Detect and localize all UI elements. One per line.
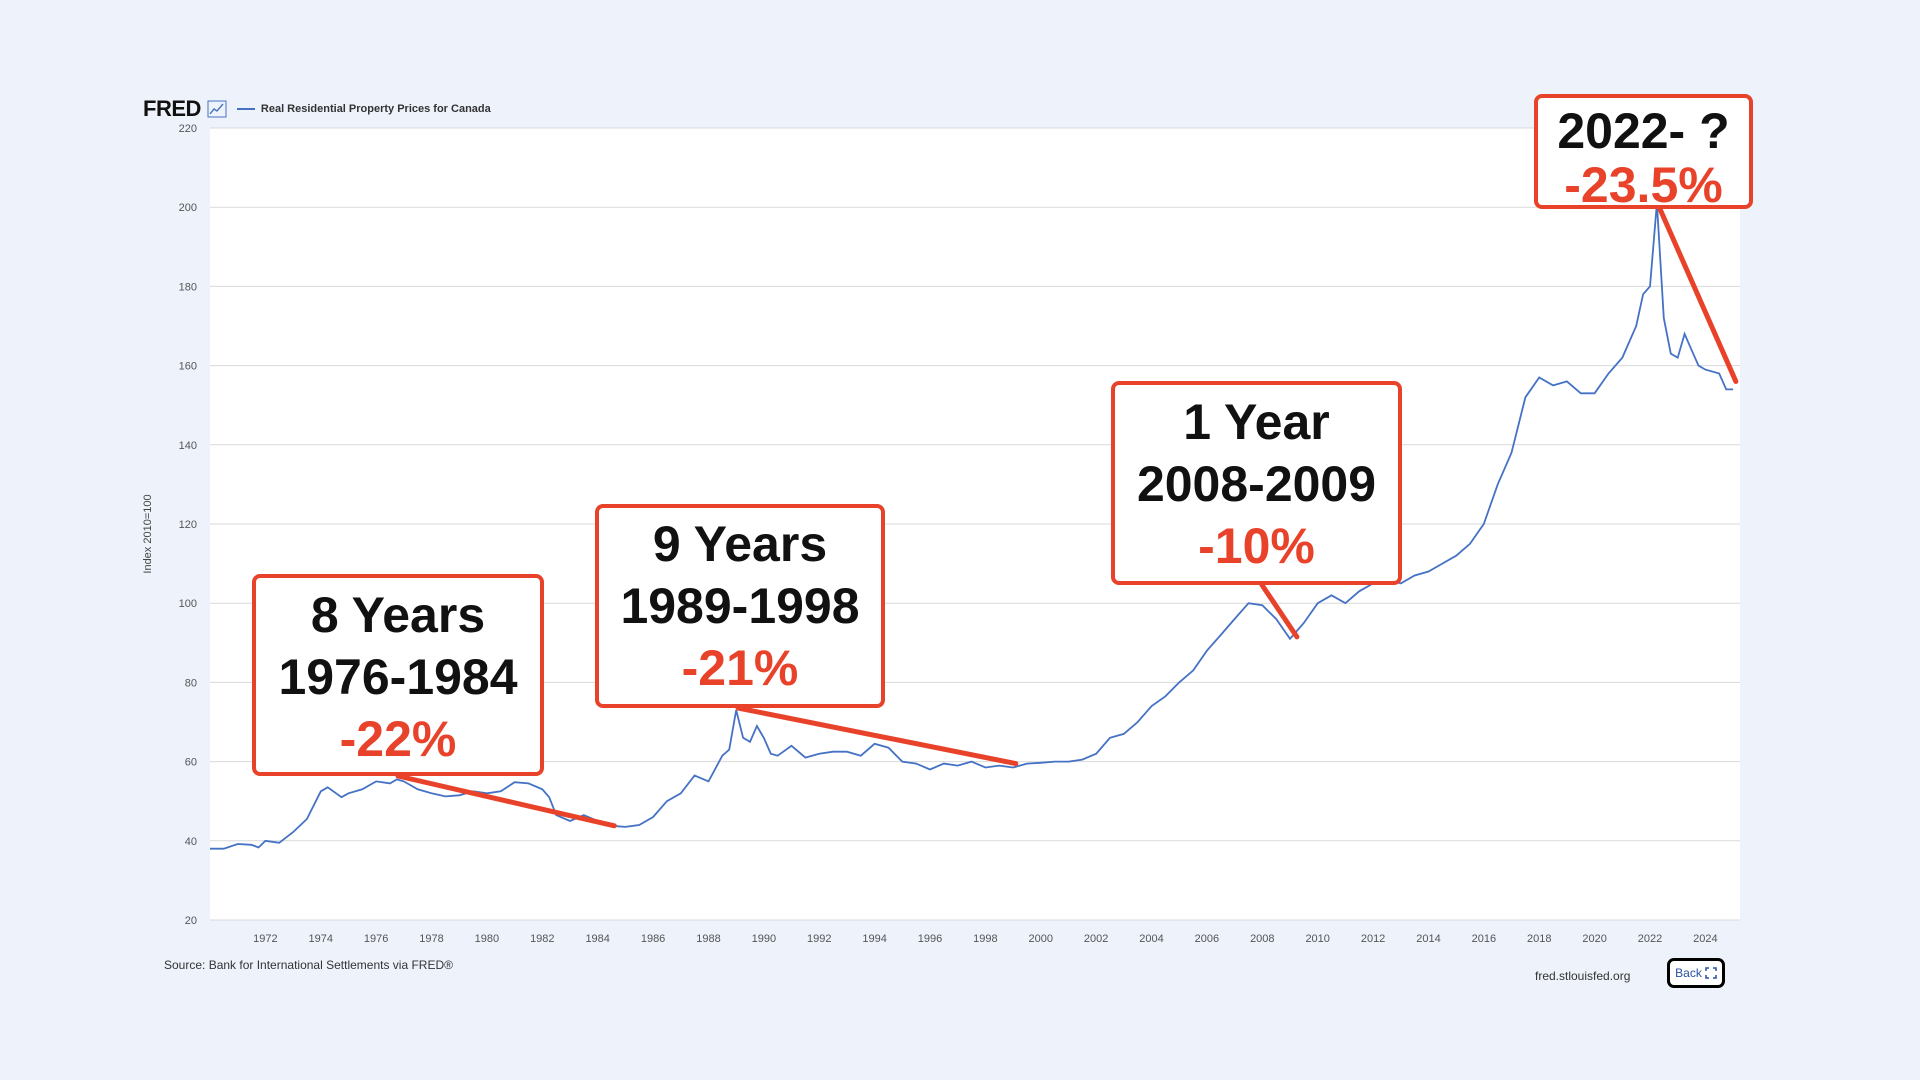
annotation-years: 1989-1998: [620, 578, 860, 634]
x-tick-label: 1998: [973, 933, 997, 945]
annotation-percent: -22%: [339, 711, 457, 767]
annotation-duration: 9 Years: [652, 516, 828, 572]
x-tick-label: 2010: [1305, 933, 1329, 945]
x-tick-label: 2006: [1195, 933, 1219, 945]
x-tick-label: 1974: [309, 933, 333, 945]
x-tick-label: 2022: [1638, 933, 1662, 945]
x-tick-label: 1986: [641, 933, 665, 945]
line-chart-icon: [207, 100, 227, 118]
y-tick-label: 200: [179, 202, 197, 214]
annotation-box-1989-1998: 9 Years 1989-1998 -21%: [595, 504, 885, 708]
annotation-box-2022: 2022- ? -23.5%: [1534, 94, 1753, 213]
annotation-years: 2008-2009: [1136, 456, 1377, 512]
source-note: Source: Bank for International Settlemen…: [164, 958, 453, 972]
x-tick-label: 2016: [1472, 933, 1496, 945]
annotation-percent: -21%: [681, 640, 799, 696]
legend-label: Real Residential Property Prices for Can…: [260, 103, 491, 115]
annotation-pointer: [1657, 206, 1739, 384]
x-tick-label: 1982: [530, 933, 554, 945]
chart-header: FRED Real Residential Property Prices fo…: [143, 96, 491, 122]
x-tick-label: 2014: [1416, 933, 1440, 945]
y-tick-label: 20: [185, 915, 197, 927]
annotation-percent: -10%: [1198, 518, 1315, 574]
x-tick-label: 2000: [1029, 933, 1053, 945]
legend-swatch: [236, 108, 255, 110]
back-button-label: Back: [1675, 966, 1702, 980]
x-tick-label: 1978: [419, 933, 443, 945]
y-tick-label: 140: [179, 440, 197, 452]
y-tick-label: 120: [179, 519, 197, 531]
annotation-percent: -23.5%: [1564, 157, 1723, 213]
series-line: [210, 203, 1734, 850]
x-tick-label: 2024: [1693, 933, 1717, 945]
annotation-duration: 8 Years: [310, 587, 486, 643]
annotation-box-2008-2009: 1 Year 2008-2009 -10%: [1111, 381, 1402, 585]
annotation-pointer: [395, 773, 617, 829]
annotation-duration: 2022- ?: [1557, 103, 1730, 159]
x-tick-label: 1984: [585, 933, 609, 945]
y-tick-labels: 20 40 60 80 100 120 140 160 180 200 220: [179, 123, 197, 927]
x-tick-label: 1988: [696, 933, 720, 945]
y-axis-label: Index 2010=100: [142, 494, 154, 574]
y-tick-label: 40: [185, 836, 197, 848]
annotation-box-1976-1984: 8 Years 1976-1984 -22%: [252, 574, 544, 776]
x-tick-label: 2002: [1084, 933, 1108, 945]
annotation-pointer: [1259, 582, 1300, 640]
x-tick-label: 1990: [752, 933, 776, 945]
x-tick-label: 2020: [1582, 933, 1606, 945]
expand-arrows-icon: [1705, 967, 1717, 979]
x-tick-labels: 1972 1974 1976 1978 1980 1982 1984 1986 1988 1990…: [253, 933, 1717, 945]
y-tick-label: 160: [179, 361, 197, 373]
y-tick-label: 220: [179, 123, 197, 135]
annotation-pointer: [735, 705, 1019, 767]
annotation-pointers: [395, 206, 1739, 829]
x-tick-label: 1996: [918, 933, 942, 945]
y-tick-label: 80: [185, 677, 197, 689]
x-tick-label: 1992: [807, 933, 831, 945]
x-tick-label: 1972: [253, 933, 277, 945]
annotation-duration: 1 Year: [1183, 394, 1330, 450]
fred-logo[interactable]: FRED: [143, 96, 201, 121]
back-button[interactable]: Back: [1667, 958, 1725, 988]
x-tick-label: 1994: [862, 933, 886, 945]
x-tick-label: 2008: [1250, 933, 1274, 945]
y-tick-label: 60: [185, 757, 197, 769]
x-tick-label: 2004: [1139, 933, 1163, 945]
x-tick-label: 1976: [364, 933, 388, 945]
site-url[interactable]: fred.stlouisfed.org: [1535, 969, 1631, 983]
x-tick-label: 1980: [475, 933, 499, 945]
y-tick-label: 180: [179, 281, 197, 293]
x-tick-label: 2018: [1527, 933, 1551, 945]
x-tick-label: 2012: [1361, 933, 1385, 945]
y-tick-label: 100: [179, 598, 197, 610]
annotation-years: 1976-1984: [278, 649, 518, 705]
